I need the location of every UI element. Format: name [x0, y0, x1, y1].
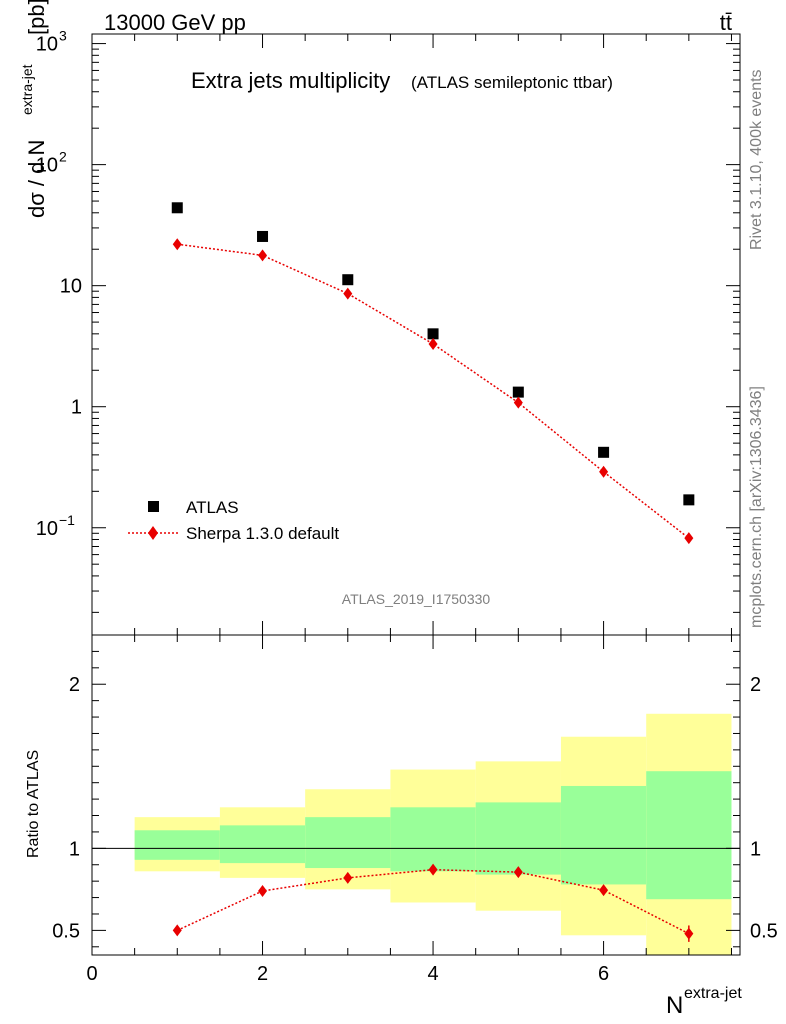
atlas-point — [171, 202, 183, 214]
legend: ATLAS Sherpa 1.3.0 default — [128, 498, 339, 543]
ratio-uncertainty-bands — [134, 713, 732, 955]
sherpa-line — [177, 243, 690, 539]
atlas-point — [257, 230, 269, 242]
header-right: tt̄ — [720, 10, 732, 35]
main-y-tick-label: 10 — [36, 34, 58, 56]
main-frame — [91, 33, 741, 636]
ratio-y-tick-label: 0.5 — [52, 920, 80, 942]
ratio-y-tick-label: 1 — [69, 838, 80, 860]
main-y-tick-label: 10 — [36, 155, 58, 177]
x-label-sup: extra-jet — [684, 985, 742, 1002]
ratio-sherpa-point — [258, 885, 268, 897]
ratio-plot-panel: 0.5 0.5 1 1 2 2 0 2 4 6 Ratio to ATLAS N extra-je… — [25, 634, 778, 1019]
ratio-sherpa-point — [513, 866, 523, 879]
sherpa-point — [513, 396, 523, 409]
legend-atlas-label: ATLAS — [186, 498, 239, 517]
ratio-band-inner — [134, 830, 220, 860]
plot-subtitle: (ATLAS semileptonic ttbar) — [411, 73, 613, 92]
ratio-band-inner — [390, 807, 476, 872]
header-left: 13000 GeV pp — [104, 10, 246, 35]
rivet-version-label: Rivet 3.1.10, 400k events — [748, 69, 765, 250]
ratio-band-inner — [475, 802, 561, 875]
ratio-y-tick-label-right: 0.5 — [750, 920, 778, 942]
sherpa-point — [172, 238, 182, 251]
legend-atlas-marker — [148, 501, 159, 512]
atlas-point — [512, 386, 524, 398]
x-tick-label: 6 — [598, 963, 609, 985]
ratio-y-tick-label-right: 1 — [750, 838, 761, 860]
ratio-sherpa-point — [172, 924, 182, 937]
y-label-sup: extra-jet — [19, 64, 35, 115]
ratio-sherpa-point — [599, 884, 609, 897]
atlas-point — [598, 446, 610, 458]
main-y-tick-exponent: −1 — [59, 512, 75, 528]
x-tick-label: 4 — [427, 963, 438, 985]
ratio-axes: 0.5 0.5 1 1 2 2 0 2 4 6 — [52, 634, 778, 985]
x-tick-label: 0 — [86, 963, 97, 985]
plot-title: Extra jets multiplicity — [191, 68, 390, 93]
y-label-unit: [pb] — [24, 0, 49, 35]
ratio-sherpa-point — [684, 927, 694, 940]
x-label-main: N — [666, 992, 683, 1019]
ratio-y-tick-label-right: 2 — [750, 674, 761, 696]
atlas-point — [342, 274, 354, 286]
legend-sherpa-label: Sherpa 1.3.0 default — [186, 524, 339, 543]
main-y-tick-label: 10 — [60, 276, 82, 298]
ratio-sherpa-point — [343, 871, 353, 884]
ratio-band-inner — [305, 817, 391, 869]
legend-sherpa-marker — [148, 526, 158, 540]
sherpa-point — [343, 287, 353, 300]
sherpa-point — [428, 337, 438, 350]
ratio-frame — [91, 634, 741, 956]
main-y-axis-label: dσ / d N extra-jet [pb] — [19, 0, 49, 218]
x-axis-label: N extra-jet — [666, 985, 742, 1019]
sherpa-point — [599, 465, 609, 478]
y-label-main: dσ / d N — [24, 140, 49, 218]
main-data-layer — [171, 202, 695, 545]
main-y-tick-exponent: 2 — [59, 149, 67, 165]
mcplots-label: mcplots.cern.ch [arXiv:1306.3436] — [748, 386, 765, 628]
ratio-sherpa-point — [428, 863, 438, 876]
x-tick-label: 2 — [257, 963, 268, 985]
ratio-band-inner — [219, 825, 306, 864]
main-y-tick-exponent: 3 — [59, 28, 67, 44]
atlas-point — [427, 328, 439, 340]
main-y-tick-label: 1 — [71, 397, 82, 419]
atlas-point — [683, 494, 695, 506]
ratio-band-inner — [646, 771, 732, 900]
ratio-data-layer — [172, 863, 694, 942]
sherpa-point — [684, 532, 694, 545]
sherpa-point — [258, 249, 268, 262]
ratio-band-inner — [560, 785, 647, 885]
main-y-tick-label: 10 — [36, 518, 58, 540]
ratio-y-axis-label: Ratio to ATLAS — [25, 750, 42, 858]
analysis-watermark: ATLAS_2019_I1750330 — [342, 591, 491, 607]
ratio-y-tick-label: 2 — [69, 674, 80, 696]
